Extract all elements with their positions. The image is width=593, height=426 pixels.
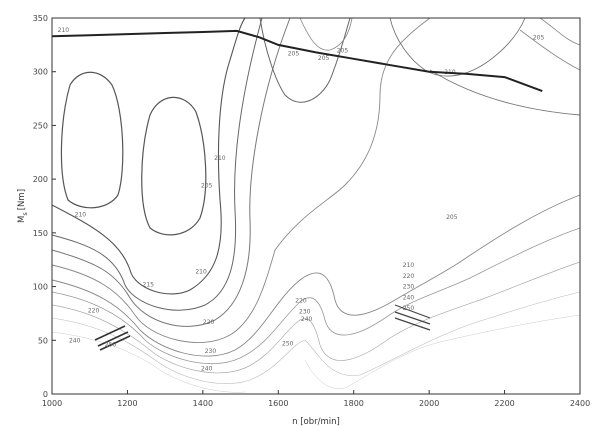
x-tick-label: 2000 [419,399,439,408]
contour-label: 230 [403,284,415,291]
contour-line [519,29,581,71]
contour-label: 250 [105,342,117,349]
contour-label: 250 [282,341,294,348]
y-tick-label: 250 [33,121,48,130]
plot-frame [51,17,581,395]
contour-label: 205 [533,34,545,41]
x-tick-label: 1000 [42,399,62,408]
contour-line [51,227,581,365]
contour-label: 210 [403,262,415,269]
y-axis-ticks: 0 50 100 150 200 250 300 350 [33,14,56,399]
contour-labels: 2102102202402502152052102202302402102052… [58,27,545,372]
y-tick-label: 300 [33,68,48,77]
contour-line [389,17,526,77]
contour-label: 205 [201,183,213,190]
contour-label: 240 [201,365,213,372]
contour-line [299,17,353,51]
contour-line [94,325,131,351]
x-tick-label: 1800 [344,399,364,408]
contour-line [51,17,246,295]
x-tick-label: 1400 [193,399,213,408]
contour-line [259,17,351,103]
contour-label: 240 [301,316,313,323]
y-axis-title: Ms [Nm] [17,189,29,223]
contour-label: 250 [403,305,415,312]
contour-label: 220 [88,307,100,314]
full-load-curve [51,29,543,93]
x-tick-label: 1600 [268,399,288,408]
contour-label: 210 [195,269,207,276]
y-tick-label: 150 [33,229,48,238]
contour-label: 210 [75,212,87,219]
contour-line [51,17,263,311]
contour-label: 220 [203,319,215,326]
contour-line [394,304,431,331]
contour-line [51,261,581,374]
contour-label: 205 [337,47,349,54]
contour-line [51,314,581,393]
contour-label: 205 [318,55,330,62]
contour-label: 220 [403,273,415,280]
contour-label: 215 [143,282,155,289]
y-axis-title-symbol: M [17,216,27,223]
x-tick-label: 1200 [117,399,137,408]
contour-label: 205 [288,51,300,58]
contour-label: 240 [69,337,81,344]
x-axis-title: n [obr/min] [292,417,340,426]
contour-label: 230 [299,308,311,315]
contour-lines [51,17,581,393]
contour-line [539,17,581,46]
y-tick-label: 50 [38,336,48,345]
y-axis-title-subscript: s [21,212,29,216]
contour-line [141,96,207,236]
contour-line [429,69,581,116]
contour-label: 205 [446,214,458,221]
contour-label: 230 [205,348,217,355]
y-tick-label: 0 [43,390,48,399]
y-axis-title-unit: [Nm] [17,189,27,210]
x-tick-label: 2200 [494,399,514,408]
y-tick-label: 200 [33,175,48,184]
contour-label: 210 [214,155,226,162]
contour-label: 220 [295,298,307,305]
contour-label: 240 [403,294,415,301]
x-tick-label: 2400 [570,399,590,408]
contour-line [51,194,581,357]
x-axis-ticks: 1000 1200 1400 1600 1800 2000 2200 2400 [42,390,590,408]
y-tick-label: 100 [33,283,48,292]
contour-line [51,17,431,343]
contour-label: 210 [58,27,70,34]
contour-line [51,17,291,327]
contour-line [60,71,124,209]
y-tick-label: 350 [33,14,48,23]
contour-line [51,291,581,384]
